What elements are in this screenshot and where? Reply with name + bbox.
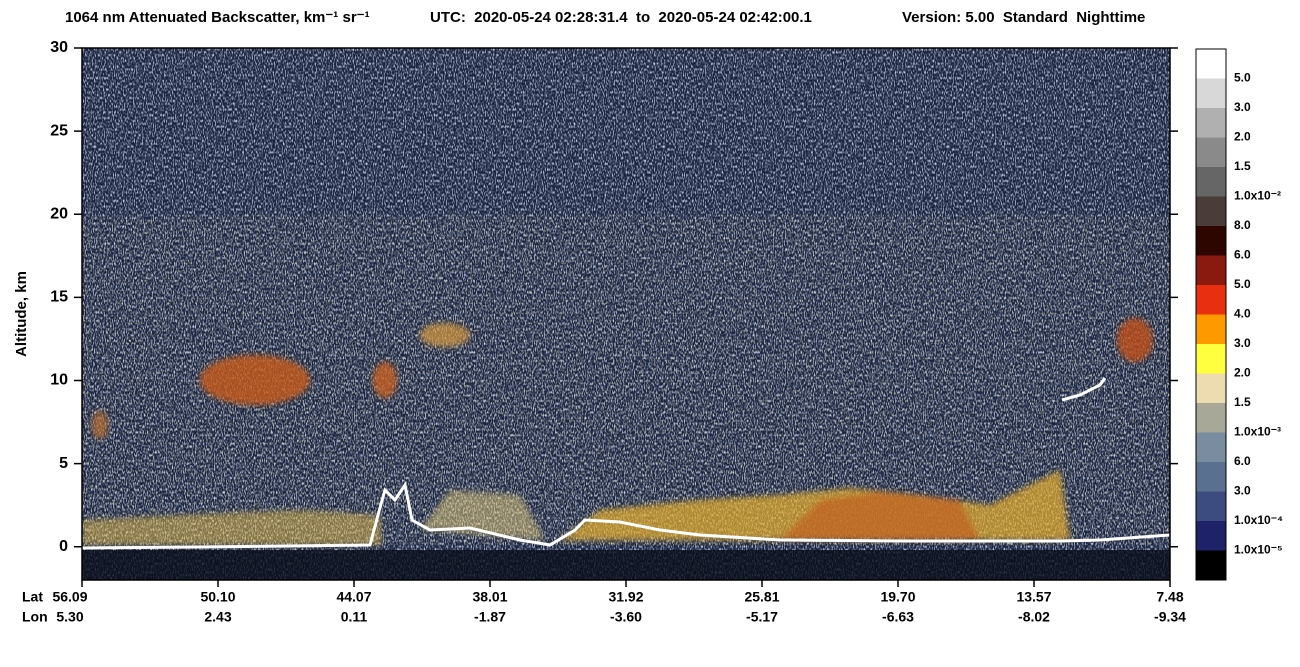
colorbar-label: 1.5 [1234, 395, 1251, 409]
colorbar-swatch [1196, 137, 1226, 167]
x-tick-label: -1.87 [474, 609, 506, 625]
colorbar-label: 4.0 [1234, 307, 1251, 321]
colorbar-label: 6.0 [1234, 248, 1251, 262]
surface-return [82, 481, 1170, 550]
x-tick-label: 2.43 [204, 609, 231, 625]
x-tick-label: 50.10 [200, 589, 235, 605]
colorbar-label: 3.0 [1234, 100, 1251, 114]
chart-title: 1064 nm Attenuated Backscatter, km⁻¹ sr⁻… [65, 9, 370, 26]
colorbar-swatch [1196, 226, 1226, 256]
colorbar-swatch [1196, 285, 1226, 315]
colorbar-label: 8.0 [1234, 218, 1251, 232]
colorbar-swatch [1196, 403, 1226, 433]
x-tick-label: 0.11 [341, 609, 368, 625]
x-tick-label: 19.70 [880, 589, 915, 605]
time-range: UTC: 2020-05-24 02:28:31.4 to 2020-05-24… [430, 9, 812, 26]
colorbar-label: 3.0 [1234, 484, 1251, 498]
colorbar-label: 2.0 [1234, 366, 1251, 380]
colorbar-swatch [1196, 108, 1226, 138]
x-tick-label: 56.09 [52, 589, 87, 605]
colorbar-swatch [1196, 550, 1226, 580]
x-tick-label: -6.63 [882, 609, 914, 625]
y-tick-label: 15 [50, 289, 68, 306]
x-row-name: Lon [22, 609, 48, 625]
x-tick-label: -8.02 [1018, 609, 1050, 625]
colorbar-swatch [1196, 255, 1226, 285]
x-tick-label: -3.60 [610, 609, 642, 625]
colorbar-label: 5.0 [1234, 277, 1251, 291]
colorbar-swatch [1196, 432, 1226, 462]
colorbar-swatch [1196, 462, 1226, 492]
colorbar-frame [1195, 48, 1227, 581]
y-tick-label: 0 [59, 538, 68, 555]
colorbar-label: 1.0x10⁻⁵ [1234, 543, 1283, 557]
x-tick-label: 25.81 [744, 589, 779, 605]
x-tick-label: 44.07 [336, 589, 371, 605]
subsurface [82, 550, 1170, 580]
x-tick-label: 31.92 [608, 589, 643, 605]
colorbar-label: 1.0x10⁻³ [1234, 425, 1281, 439]
y-axis-title: Altitude, km [13, 271, 30, 357]
colorbar-label: 1.0x10⁻² [1234, 189, 1281, 203]
colorbar-swatch [1196, 196, 1226, 226]
y-tick-label: 10 [50, 372, 68, 389]
colorbar-label: 2.0 [1234, 130, 1251, 144]
colorbar-swatch [1196, 167, 1226, 197]
cloud-top-return [1061, 377, 1107, 402]
x-tick-label: 38.01 [472, 589, 507, 605]
backscatter-image [82, 48, 1170, 580]
colorbar-swatch [1196, 78, 1226, 108]
y-tick-label: 20 [50, 205, 68, 222]
colorbar-swatch [1196, 344, 1226, 374]
x-tick-label: 7.48 [1156, 589, 1183, 605]
colorbar-swatch [1196, 521, 1226, 551]
colorbar-swatch [1196, 373, 1226, 403]
colorbar-label: 1.5 [1234, 159, 1251, 173]
colorbar-label: 5.0 [1234, 71, 1251, 85]
y-tick-label: 5 [59, 455, 68, 472]
colorbar-swatch [1196, 49, 1226, 79]
version: Version: 5.00 Standard Nighttime [902, 9, 1145, 26]
x-tick-label: 5.30 [56, 609, 83, 625]
colorbar-swatch [1196, 491, 1226, 521]
colorbar-label: 6.0 [1234, 454, 1251, 468]
x-tick-label: 13.57 [1016, 589, 1051, 605]
colorbar-label: 3.0 [1234, 336, 1251, 350]
y-tick-label: 30 [50, 39, 68, 56]
x-tick-label: -5.17 [746, 609, 778, 625]
x-row-name: Lat [22, 589, 43, 605]
colorbar-swatch [1196, 314, 1226, 344]
x-tick-label: -9.34 [1154, 609, 1186, 625]
y-tick-label: 25 [50, 122, 68, 139]
colorbar-label: 1.0x10⁻⁴ [1234, 513, 1283, 527]
